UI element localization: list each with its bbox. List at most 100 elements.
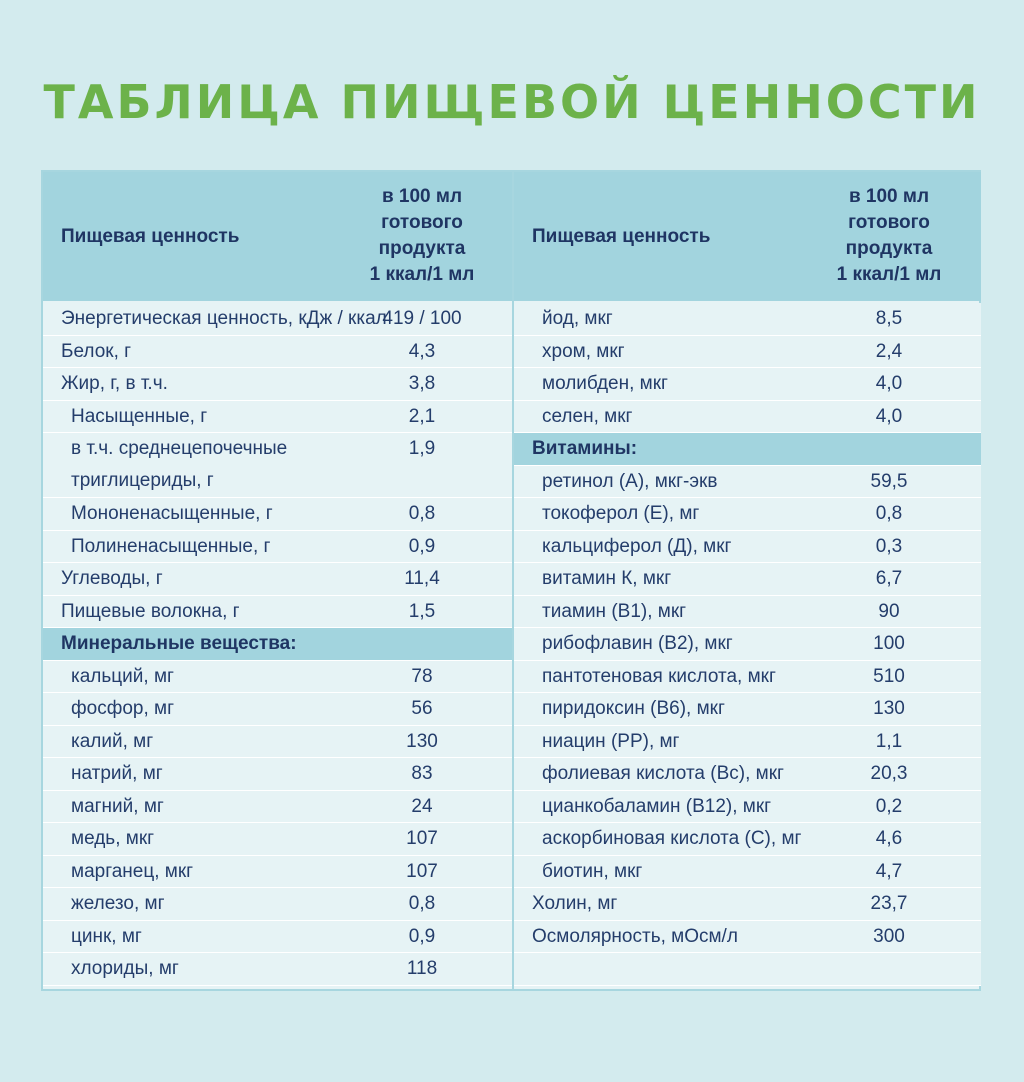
- row-label: цианкобаламин (В12), мкг: [542, 795, 772, 817]
- table-row: хлориды, мг 118: [43, 953, 512, 986]
- row-label: Минеральные вещества:: [61, 633, 297, 654]
- table-row: натрий, мг 83: [43, 758, 512, 791]
- row-value: 11,4: [404, 568, 440, 589]
- table-row: йод, мкг 8,5: [514, 303, 981, 336]
- row-value: 1,1: [875, 730, 903, 752]
- row-label: пиридоксин (В6), мкг: [542, 698, 725, 719]
- table-row: ретинол (А), мкг-экв 59,5: [514, 465, 981, 498]
- row-value: 6,7: [875, 568, 903, 589]
- table-row: тиамин (В1), мкг 90: [514, 595, 981, 628]
- table-row: биотин, мкг 4,7: [514, 855, 981, 888]
- row-label: натрий, мг: [71, 763, 163, 784]
- row-value: 3,8: [408, 373, 436, 394]
- row-value: 2,4: [875, 340, 903, 362]
- table-row: марганец, мкг 107: [43, 855, 512, 888]
- table-row: Насыщенные, г 2,1: [43, 400, 512, 433]
- table-row: в т.ч. среднецепочечные триглицериды, г 1…: [43, 433, 512, 498]
- table-row: цинк, мг 0,9: [43, 920, 512, 953]
- row-label: магний, мг: [71, 795, 164, 817]
- row-value: 8,5: [875, 308, 903, 329]
- row-value: 0,2: [875, 795, 903, 817]
- table-row: калий, мг 130: [43, 725, 512, 758]
- row-value: 4,6: [875, 828, 903, 849]
- row-value: 2,1: [408, 405, 436, 427]
- section-header-row: Минеральные вещества:: [43, 628, 512, 661]
- row-label: ретинол (А), мкг-экв: [542, 470, 718, 492]
- table-row: кальциферол (Д), мкг 0,3: [514, 530, 981, 563]
- table-row: молибден, мкг 4,0: [514, 368, 981, 401]
- table-row: токоферол (Е), мг 0,8: [514, 498, 981, 531]
- table-row: Белок, г 4,3: [43, 335, 512, 368]
- row-label: кальциферол (Д), мкг: [542, 535, 732, 557]
- table-row: железо, мг 0,8: [43, 888, 512, 921]
- table-header: Пищевая ценность в 100 мл готового продукт…: [43, 172, 512, 301]
- table-row: аскорбиновая кислота (С), мг 4,6: [514, 823, 981, 856]
- row-value: 23,7: [870, 893, 908, 914]
- row-value: 419 / 100: [382, 308, 462, 329]
- table-header: Пищевая ценность в 100 мл готового продукт…: [514, 172, 981, 301]
- table-row: Мононенасыщенные, г 0,8: [43, 498, 512, 531]
- row-value: 4,0: [875, 405, 903, 427]
- row-label: рибофлавин (В2), мкг: [542, 633, 733, 654]
- table-row: Жир, г, в т.ч. 3,8: [43, 368, 512, 401]
- row-label: фолиевая кислота (Вс), мкг: [542, 763, 784, 784]
- page-title: ТАБЛИЦА ПИЩЕВОЙ ЦЕННОСТИ: [43, 75, 981, 129]
- row-value: 1,5: [408, 600, 436, 622]
- row-value: 0,8: [408, 893, 436, 914]
- row-label: Осмолярность, мОсм/л: [532, 925, 738, 947]
- table-row: [514, 953, 981, 986]
- row-label: марганец, мкг: [71, 860, 194, 882]
- row-label: Пищевые волокна, г: [61, 600, 240, 622]
- row-label: витамин К, мкг: [542, 568, 672, 589]
- row-value: 78: [411, 665, 433, 687]
- table-row: рибофлавин (В2), мкг 100: [514, 628, 981, 661]
- header-unit-label: в 100 мл готового продукта 1 ккал/1 мл: [369, 186, 475, 285]
- table-row: Осмолярность, мОсм/л 300: [514, 920, 981, 953]
- row-value: 83: [411, 763, 433, 784]
- table-column-right: Пищевая ценность в 100 мл готового продукт…: [514, 172, 981, 989]
- row-value: 90: [878, 600, 900, 622]
- row-value: 0,8: [875, 503, 903, 524]
- row-label: фосфор, мг: [71, 698, 175, 719]
- row-value: 107: [406, 828, 438, 849]
- nutrition-table: Пищевая ценность в 100 мл готового продукт…: [41, 170, 981, 991]
- row-value: 1,9: [408, 438, 436, 459]
- table-row: пантотеновая кислота, мкг 510: [514, 660, 981, 693]
- row-label: пантотеновая кислота, мкг: [542, 665, 776, 687]
- row-label: в т.ч. среднецепочечные триглицериды, г: [71, 438, 288, 491]
- row-value: 118: [406, 958, 438, 979]
- row-value: 0,8: [408, 503, 436, 524]
- table-row: Пищевые волокна, г 1,5: [43, 595, 512, 628]
- row-label: хлориды, мг: [71, 958, 179, 979]
- row-label: Углеводы, г: [61, 568, 163, 589]
- table-row: кальций, мг 78: [43, 660, 512, 693]
- table-column-left: Пищевая ценность в 100 мл готового продукт…: [43, 172, 512, 989]
- row-value: 130: [406, 730, 438, 752]
- row-label: Витамины:: [532, 438, 638, 459]
- header-nutrition-label: Пищевая ценность: [61, 226, 240, 247]
- row-label: кальций, мг: [71, 665, 174, 687]
- row-value: 130: [873, 698, 905, 719]
- header-nutrition-label: Пищевая ценность: [532, 226, 711, 247]
- row-label: йод, мкг: [542, 308, 613, 329]
- row-label: цинк, мг: [71, 925, 142, 947]
- row-label: аскорбиновая кислота (С), мг: [542, 828, 802, 849]
- table-row: Холин, мг 23,7: [514, 888, 981, 921]
- header-unit-label: в 100 мл готового продукта 1 ккал/1 мл: [836, 186, 942, 285]
- row-label: Мононенасыщенные, г: [71, 503, 273, 524]
- row-value: 56: [411, 698, 433, 719]
- table-row: Энергетическая ценность, кДж / ккал 419 /…: [43, 303, 512, 336]
- row-value: 4,3: [408, 340, 436, 362]
- table-rows-left: Энергетическая ценность, кДж / ккал 419 /…: [43, 303, 512, 986]
- column-divider: [512, 172, 514, 989]
- table-row: Полиненасыщенные, г 0,9: [43, 530, 512, 563]
- row-value: 0,9: [408, 535, 436, 557]
- row-value: 100: [873, 633, 905, 654]
- table-row: хром, мкг 2,4: [514, 335, 981, 368]
- table-row: селен, мкг 4,0: [514, 400, 981, 433]
- row-label: Насыщенные, г: [71, 405, 208, 427]
- table-row: магний, мг 24: [43, 790, 512, 823]
- row-value: 4,7: [875, 860, 903, 882]
- section-header-row: Витамины:: [514, 433, 981, 466]
- row-label: Жир, г, в т.ч.: [61, 373, 168, 394]
